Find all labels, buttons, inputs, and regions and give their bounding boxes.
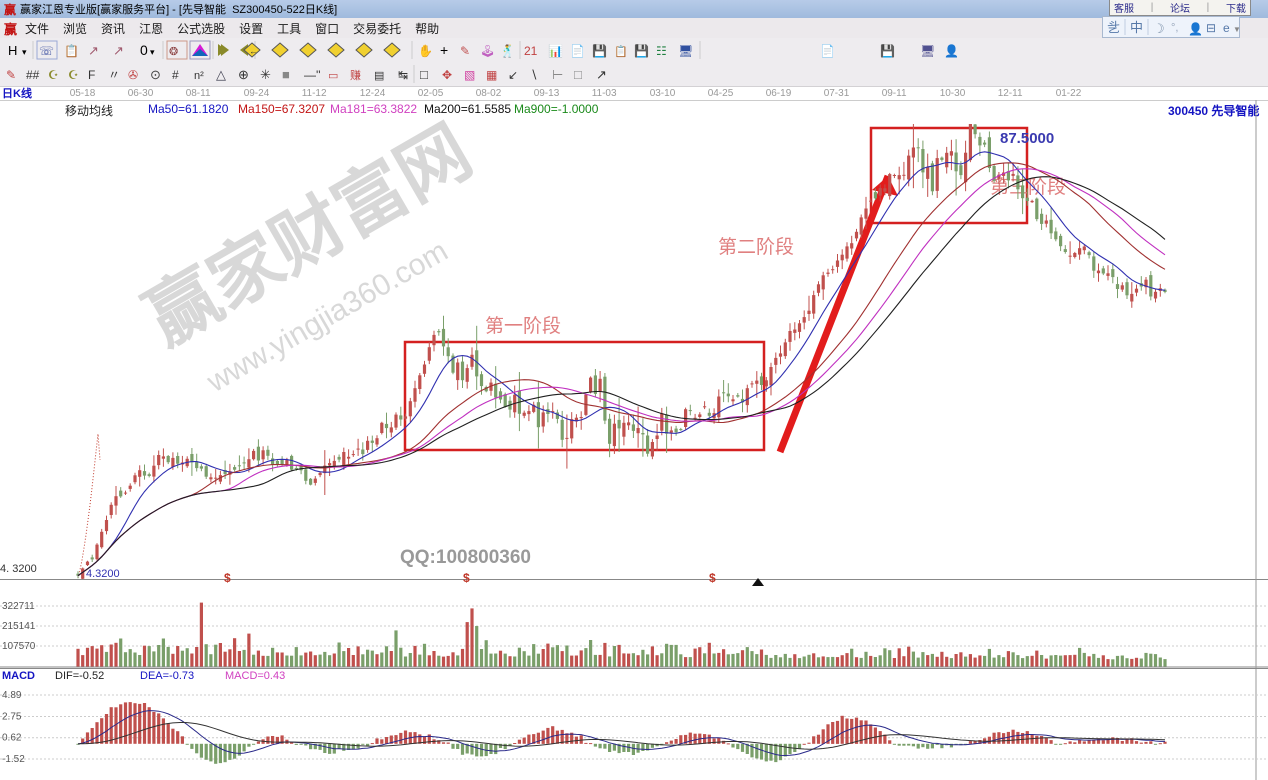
svg-text:12-24: 12-24 xyxy=(360,88,386,99)
svg-text:10-30: 10-30 xyxy=(940,88,966,99)
svg-text:■: ■ xyxy=(282,67,290,82)
svg-text:⊕: ⊕ xyxy=(238,67,249,82)
svg-text:△: △ xyxy=(216,67,226,82)
svg-text:▭: ▭ xyxy=(328,70,338,82)
svg-text:🕺: 🕺 xyxy=(500,43,515,58)
svg-text:04-25: 04-25 xyxy=(708,88,734,99)
svg-text:0: 0 xyxy=(140,42,148,58)
svg-text:n²: n² xyxy=(194,70,204,82)
svg-text:08-11: 08-11 xyxy=(186,88,211,99)
svg-text:322711: 322711 xyxy=(2,601,35,612)
svg-text:☷: ☷ xyxy=(656,44,667,58)
svg-text:2.75: 2.75 xyxy=(2,712,22,723)
svg-text:✥: ✥ xyxy=(442,68,452,82)
svg-text:❂: ❂ xyxy=(169,46,178,58)
svg-text:06-19: 06-19 xyxy=(766,88,792,99)
svg-text:✎: ✎ xyxy=(6,68,16,82)
svg-text:中: 中 xyxy=(1130,20,1143,35)
svg-text:F: F xyxy=(88,68,95,82)
svg-text:✋: ✋ xyxy=(418,44,433,58)
svg-text:09-24: 09-24 xyxy=(244,88,270,99)
svg-text:#: # xyxy=(172,68,179,82)
svg-text:▤: ▤ xyxy=(374,70,384,82)
svg-text:107570: 107570 xyxy=(2,641,36,652)
svg-text:🖥: 🖥 xyxy=(920,44,935,58)
svg-text:H: H xyxy=(8,43,17,58)
svg-text:👤: 👤 xyxy=(1188,22,1203,36)
svg-text:+: + xyxy=(440,42,448,58)
svg-text:📄: 📄 xyxy=(570,44,585,58)
svg-text:🕹: 🕹 xyxy=(480,44,495,58)
svg-text:▧: ▧ xyxy=(464,68,475,82)
svg-text:⊙: ⊙ xyxy=(150,67,161,82)
svg-text:0.62: 0.62 xyxy=(2,733,22,744)
svg-text:☪: ☪ xyxy=(68,68,79,82)
svg-text:02-05: 02-05 xyxy=(418,88,444,99)
svg-text:11-12: 11-12 xyxy=(302,88,327,99)
svg-text:▼: ▼ xyxy=(1233,25,1239,34)
svg-text:↗: ↗ xyxy=(88,43,99,58)
svg-text:e: e xyxy=(1223,21,1230,35)
svg-text:▾: ▾ xyxy=(150,47,155,57)
svg-text:☽: ☽ xyxy=(1153,21,1165,36)
svg-text:##: ## xyxy=(26,68,40,82)
svg-text:〃: 〃 xyxy=(108,68,120,82)
svg-text:01-22: 01-22 xyxy=(1056,88,1082,99)
svg-text:☪: ☪ xyxy=(48,68,59,82)
svg-text:乧: 乧 xyxy=(1107,20,1120,35)
svg-text:⊟: ⊟ xyxy=(1206,21,1216,35)
svg-text:08-02: 08-02 xyxy=(476,88,502,99)
svg-text:✇: ✇ xyxy=(128,68,138,82)
svg-text:12-11: 12-11 xyxy=(998,88,1023,99)
svg-text:☏: ☏ xyxy=(39,44,54,58)
svg-text:↹: ↹ xyxy=(398,68,408,82)
svg-text:°,: °, xyxy=(1171,22,1178,34)
svg-text:∖: ∖ xyxy=(530,68,538,82)
svg-text:↙: ↙ xyxy=(508,68,518,82)
svg-text:07-31: 07-31 xyxy=(824,88,850,99)
svg-text:11-03: 11-03 xyxy=(592,88,617,99)
svg-text:-1.52: -1.52 xyxy=(2,754,25,765)
svg-text:―'': ―'' xyxy=(304,68,321,82)
svg-text:💾: 💾 xyxy=(634,44,649,58)
svg-text:▦: ▦ xyxy=(486,68,497,82)
svg-text:日K线: 日K线 xyxy=(2,86,32,100)
svg-text:✳: ✳ xyxy=(260,67,271,82)
svg-text:4.89: 4.89 xyxy=(2,690,22,701)
svg-text:💾: 💾 xyxy=(592,44,607,58)
svg-text:🖥: 🖥 xyxy=(678,44,693,58)
svg-text:□: □ xyxy=(420,67,428,82)
svg-text:👤: 👤 xyxy=(944,44,959,58)
svg-text:赚: 赚 xyxy=(350,68,361,82)
svg-text:⊢: ⊢ xyxy=(552,67,563,82)
svg-text:□: □ xyxy=(574,67,582,82)
svg-text:✎: ✎ xyxy=(460,44,470,58)
svg-text:📄: 📄 xyxy=(820,44,835,58)
svg-text:💾: 💾 xyxy=(880,44,895,58)
svg-text:03-10: 03-10 xyxy=(650,88,676,99)
svg-text:📊: 📊 xyxy=(548,44,563,58)
svg-text:06-30: 06-30 xyxy=(128,88,154,99)
svg-text:▾: ▾ xyxy=(22,47,27,57)
svg-text:21: 21 xyxy=(524,44,538,58)
svg-text:📋: 📋 xyxy=(64,44,79,58)
svg-text:←: ← xyxy=(249,46,258,56)
svg-text:09-13: 09-13 xyxy=(534,88,560,99)
svg-text:↗: ↗ xyxy=(596,67,607,82)
svg-text:09-11: 09-11 xyxy=(882,88,907,99)
svg-text:05-18: 05-18 xyxy=(70,88,96,99)
svg-text:215141: 215141 xyxy=(2,621,36,632)
svg-text:📋: 📋 xyxy=(614,45,628,58)
svg-text:↗: ↗ xyxy=(113,43,124,58)
